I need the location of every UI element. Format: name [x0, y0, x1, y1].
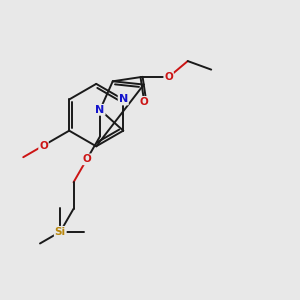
- Text: O: O: [39, 140, 48, 151]
- Text: N: N: [118, 94, 128, 104]
- Text: Si: Si: [55, 227, 66, 237]
- Text: O: O: [164, 72, 173, 82]
- Text: O: O: [82, 154, 91, 164]
- Text: O: O: [140, 97, 148, 107]
- Text: N: N: [95, 105, 105, 115]
